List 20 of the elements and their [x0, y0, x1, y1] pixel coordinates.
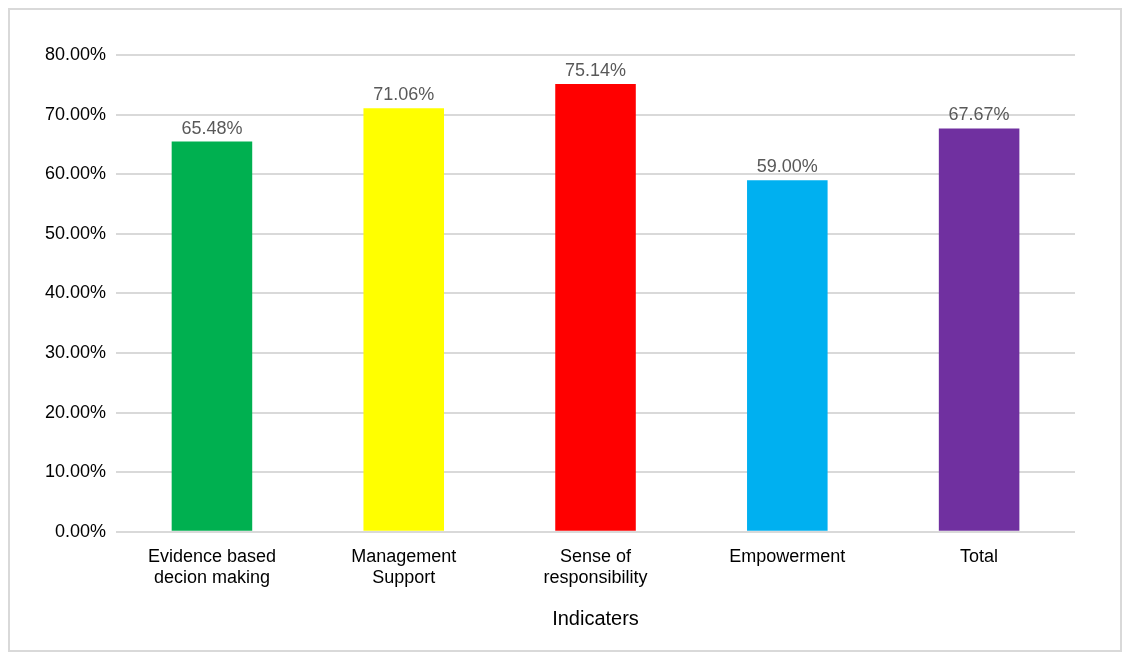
x-axis-title: Indicaters: [552, 606, 639, 629]
x-tick-label: Evidence based decion making: [147, 545, 276, 588]
y-tick-label: 0.00%: [55, 520, 107, 541]
y-tick-label: 80.00%: [44, 43, 107, 64]
data-label: 67.67%: [948, 104, 1010, 125]
data-label: 75.14%: [564, 59, 627, 80]
x-tick-label: Management Support: [351, 545, 457, 588]
y-tick-label: 40.00%: [44, 282, 107, 303]
y-tick-label: 70.00%: [44, 103, 107, 124]
x-tick-label: Sense of responsibility: [543, 545, 648, 588]
y-tick-label: 50.00%: [44, 222, 107, 243]
data-label: 71.06%: [373, 84, 435, 105]
data-label: 65.48%: [181, 117, 243, 138]
data-label: 59.00%: [756, 156, 818, 177]
y-tick-label: 60.00%: [44, 163, 107, 184]
y-tick-label: 20.00%: [44, 401, 107, 422]
x-tick-label: Total: [960, 545, 999, 566]
y-tick-label: 30.00%: [44, 341, 107, 362]
y-tick-label: 10.00%: [44, 461, 107, 482]
x-tick-label: Empowerment: [729, 545, 846, 566]
